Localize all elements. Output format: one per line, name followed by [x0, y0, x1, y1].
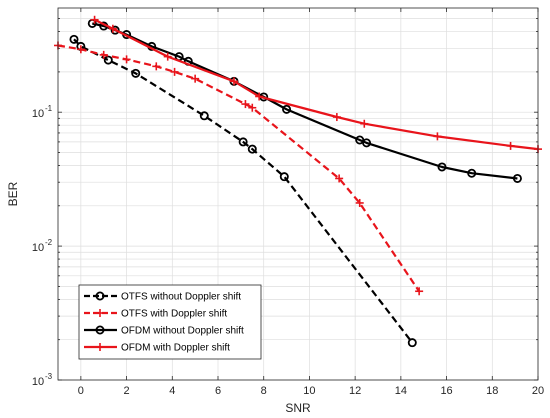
data-point: [335, 174, 344, 183]
data-point: [199, 111, 209, 121]
data-point: [103, 55, 113, 65]
data-point: [247, 144, 257, 154]
data-point: [512, 173, 522, 183]
x-tick-label: 8: [261, 385, 267, 397]
legend-entry: OFDM with Doppler shift: [84, 343, 230, 354]
series-1: [69, 34, 417, 348]
legend-marker: [95, 291, 105, 301]
series-4: [90, 15, 542, 154]
data-point: [407, 338, 417, 348]
plot-frame: [57, 7, 539, 381]
data-point: [163, 52, 172, 61]
data-point: [152, 62, 161, 71]
data-point: [415, 287, 424, 296]
data-point: [122, 55, 131, 64]
x-tick-label: 12: [349, 385, 361, 397]
data-point: [255, 92, 264, 101]
legend: OTFS without Doppler shift OTFS with Dopp…: [78, 284, 262, 360]
x-tick-label: 2: [124, 385, 130, 397]
y-tick-label: 10: [32, 242, 44, 254]
legend-marker: [95, 325, 105, 335]
data-point: [170, 67, 179, 76]
y-tick-label: 10: [32, 108, 44, 120]
data-point: [506, 141, 515, 150]
y-tick-exponent: -2: [45, 238, 53, 247]
series-layer: [54, 15, 542, 348]
data-point: [99, 50, 108, 59]
data-point: [332, 113, 341, 122]
data-point: [131, 68, 141, 78]
data-point: [467, 168, 477, 178]
data-point: [69, 34, 79, 44]
data-point: [362, 138, 372, 148]
legend-marker: [96, 309, 104, 317]
series-line: [57, 44, 421, 292]
legend-entry: OFDM without Doppler shift: [84, 325, 244, 337]
data-point: [433, 132, 442, 141]
legend-label: OTFS without Doppler shift: [121, 292, 241, 303]
data-point: [90, 15, 99, 24]
x-tick-label: 16: [440, 385, 452, 397]
legend-label: OFDM without Doppler shift: [121, 326, 244, 337]
y-axis-label: BER: [6, 181, 20, 206]
legend-label: OTFS with Doppler shift: [121, 309, 227, 320]
y-tick-label: 10: [32, 376, 44, 388]
y-tick-exponent: -1: [45, 104, 53, 113]
data-point: [248, 103, 257, 112]
data-point: [279, 172, 289, 182]
x-tick-label: 18: [486, 385, 498, 397]
legend-entry: OTFS without Doppler shift: [84, 291, 241, 303]
data-point: [110, 25, 120, 35]
y-tick-exponent: -3: [45, 372, 53, 381]
legend-entry: OTFS with Doppler shift: [84, 309, 227, 320]
data-point: [238, 137, 248, 147]
data-point: [76, 45, 85, 54]
x-tick-label: 4: [169, 385, 175, 397]
x-tick-label: 14: [395, 385, 407, 397]
series-line: [94, 18, 539, 151]
data-point: [355, 198, 364, 207]
x-tick-label: 10: [303, 385, 315, 397]
x-axis-label: SNR: [285, 401, 311, 415]
x-tick-label: 20: [532, 385, 544, 397]
data-point: [191, 74, 200, 83]
x-tick-label: 6: [215, 385, 221, 397]
x-tick-label: 0: [78, 385, 84, 397]
legend-marker: [96, 343, 104, 351]
legend-label: OFDM with Doppler shift: [121, 343, 230, 354]
data-point: [241, 100, 250, 109]
data-point: [282, 104, 292, 114]
data-point: [360, 119, 369, 128]
data-point: [437, 162, 447, 172]
data-point: [230, 77, 238, 86]
data-point: [108, 24, 117, 33]
